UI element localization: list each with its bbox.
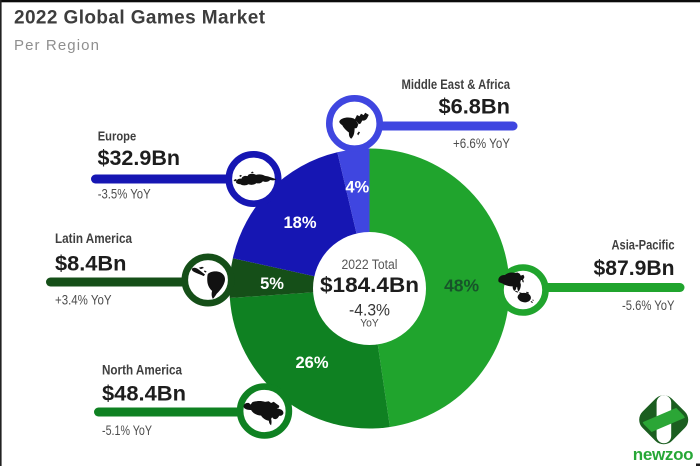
svg-text:-3.5% YoY: -3.5% YoY	[98, 187, 151, 202]
svg-text:YoY: YoY	[360, 318, 379, 330]
svg-text:26%: 26%	[295, 354, 328, 372]
svg-text:48%: 48%	[444, 276, 479, 296]
svg-text:2022 Global Games Market: 2022 Global Games Market	[14, 8, 266, 29]
svg-text:$48.4Bn: $48.4Bn	[102, 383, 186, 406]
svg-text:Middle East & Africa: Middle East & Africa	[402, 76, 511, 92]
svg-text:Per Region: Per Region	[14, 37, 100, 54]
svg-text:18%: 18%	[283, 214, 316, 232]
svg-text:North America: North America	[102, 362, 182, 378]
svg-text:$8.4Bn: $8.4Bn	[55, 253, 127, 276]
svg-text:Asia-Pacific: Asia-Pacific	[612, 237, 675, 252]
svg-text:-4.3%: -4.3%	[349, 302, 390, 320]
svg-text:2022 Total: 2022 Total	[342, 257, 398, 272]
svg-text:4%: 4%	[345, 179, 369, 197]
svg-text:-5.6% YoY: -5.6% YoY	[622, 298, 675, 313]
svg-text:newzoo: newzoo	[633, 445, 694, 464]
svg-text:Europe: Europe	[98, 129, 137, 144]
svg-text:$6.8Bn: $6.8Bn	[439, 96, 511, 119]
svg-text:$32.9Bn: $32.9Bn	[98, 147, 181, 170]
svg-text:Latin America: Latin America	[55, 231, 132, 246]
svg-text:-5.1% YoY: -5.1% YoY	[102, 423, 152, 438]
svg-text:$184.4Bn: $184.4Bn	[320, 274, 419, 297]
svg-text:+6.6% YoY: +6.6% YoY	[453, 136, 510, 151]
svg-text:+3.4% YoY: +3.4% YoY	[55, 293, 112, 308]
svg-text:5%: 5%	[260, 275, 284, 293]
svg-text:$87.9Bn: $87.9Bn	[594, 257, 675, 280]
